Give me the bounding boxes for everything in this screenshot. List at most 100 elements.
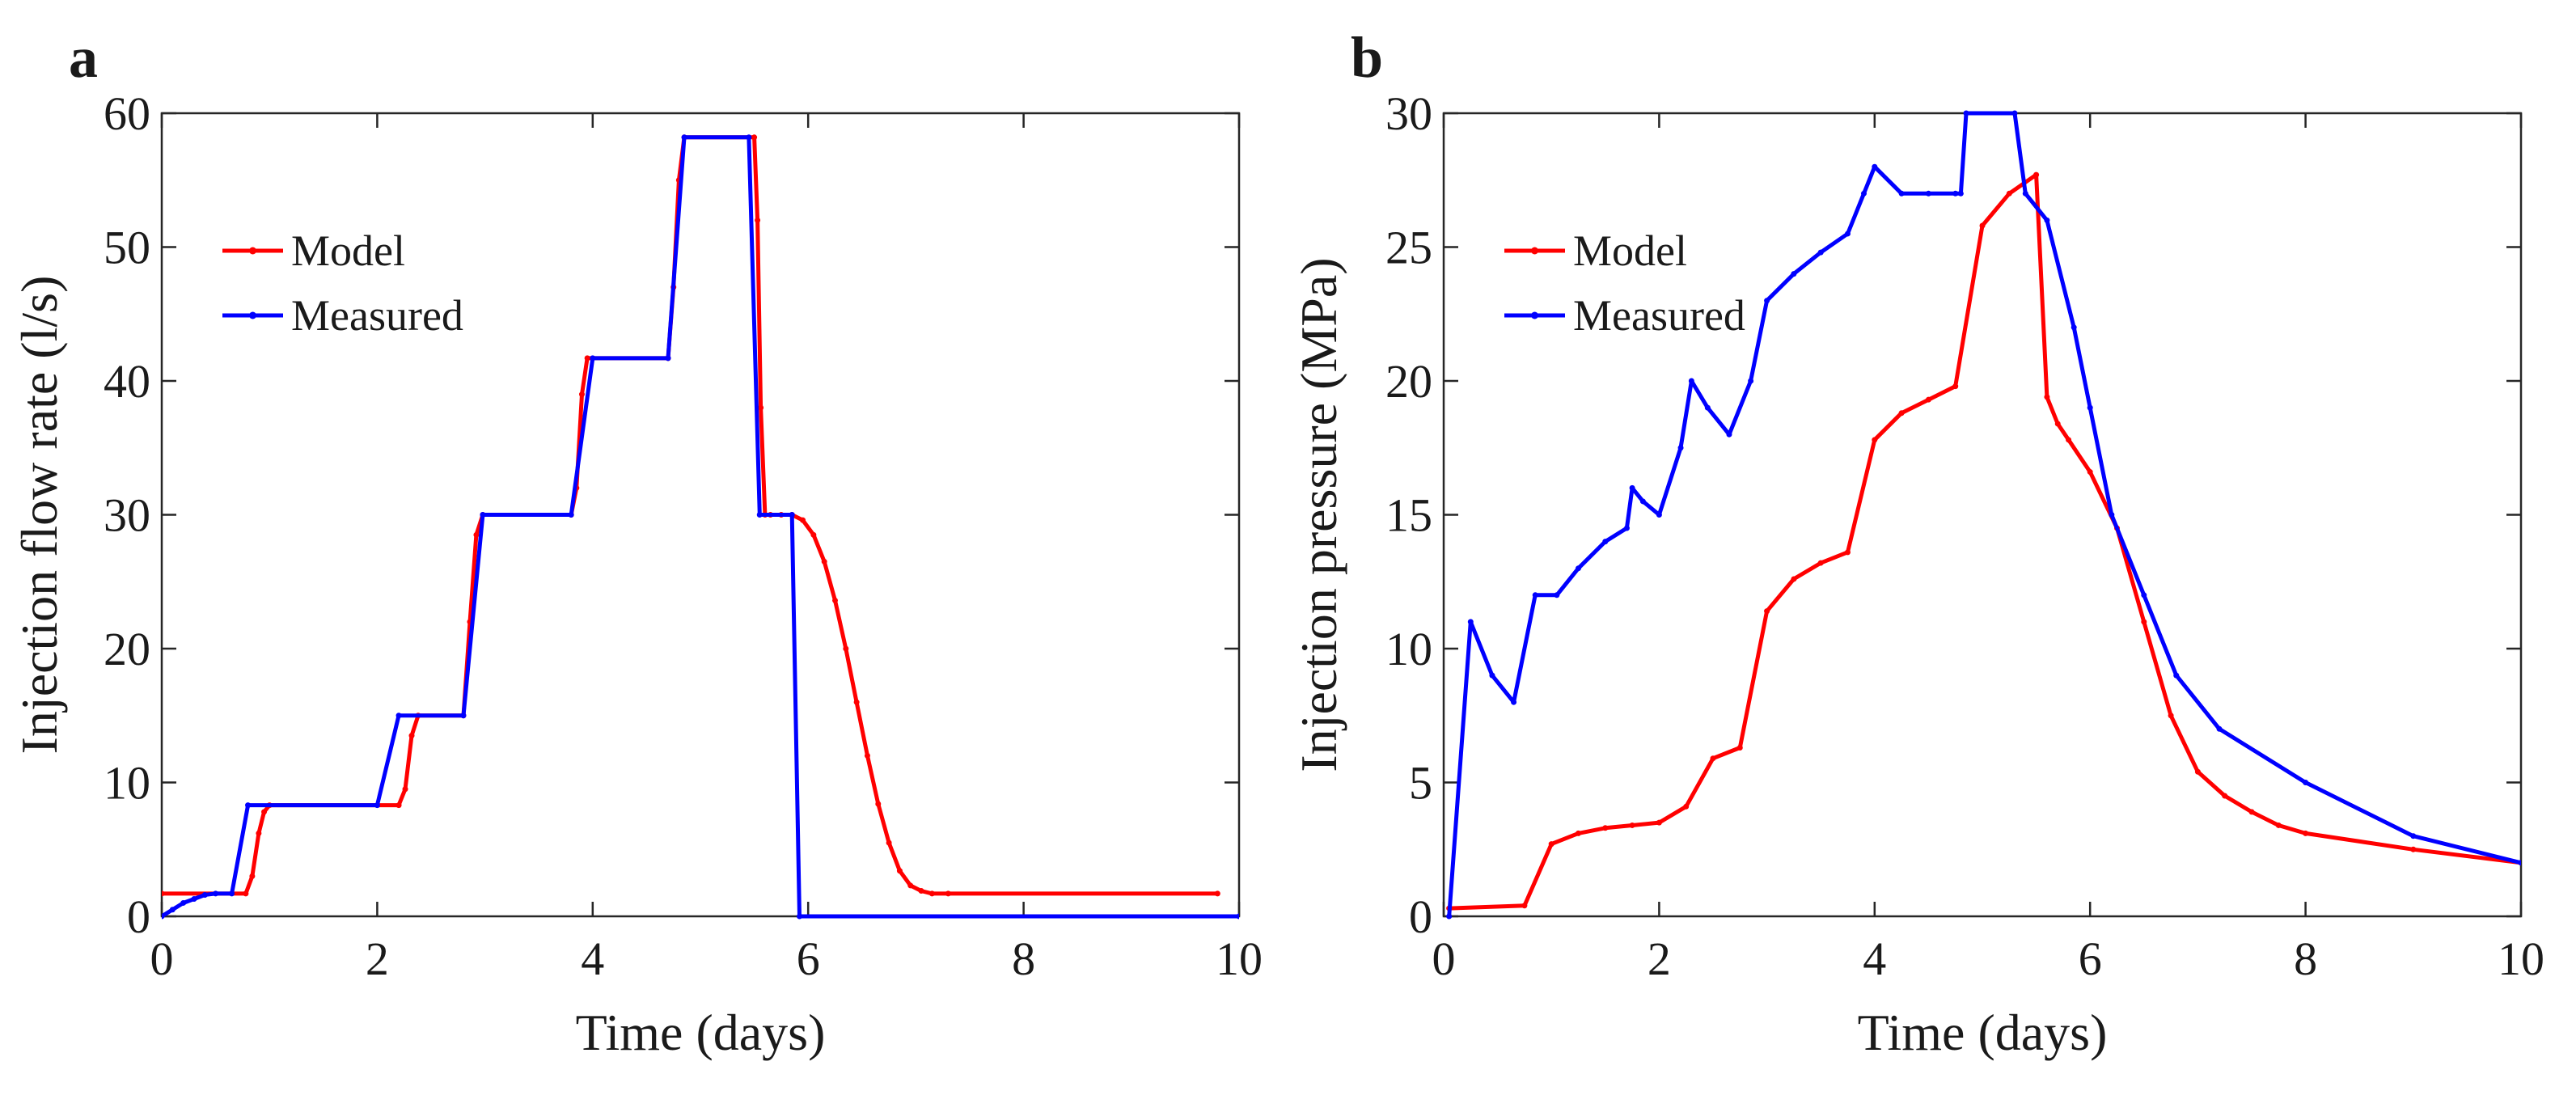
data-point-model [408,733,415,739]
data-point-model [2006,190,2012,197]
x-tick-label: 0 [1432,932,1456,985]
data-point-model [886,839,892,846]
data-point-measured [1532,592,1538,598]
data-point-model [1736,744,1743,751]
data-point-model [810,531,817,538]
data-point-model [832,597,838,603]
data-point-measured [1511,699,1517,705]
chart-panel-a: a 0 2 4 6 8 10 0 10 20 30 40 50 60 Time (days) Injectio… [11,25,1263,1061]
data-point-model [249,873,256,879]
data-point-measured [1677,445,1684,451]
data-point-model [853,699,860,705]
data-point-measured [2109,512,2115,518]
y-tick-label: 40 [104,355,150,408]
data-point-model [1656,819,1662,826]
data-point-model [473,531,480,538]
data-point-measured [180,899,187,906]
data-point-model [256,830,262,836]
data-point-measured [1576,565,1581,572]
data-point-measured [568,512,574,518]
data-point-measured [162,913,165,920]
data-point-measured [2303,780,2309,785]
data-point-measured [229,890,235,897]
data-point-measured [1963,110,1969,116]
data-point-measured [789,512,795,518]
legend-label-model: Model [1573,226,1687,275]
data-point-model [945,890,951,897]
data-point-measured [1629,484,1635,491]
data-point-model [1629,822,1635,828]
data-point-model [928,890,935,897]
data-point-measured [1467,619,1474,625]
data-point-measured [2022,190,2028,197]
legend-marker-model [1531,247,1538,255]
data-point-measured [2216,725,2223,732]
x-tick-label: 8 [1012,932,1035,985]
data-point-measured [590,355,596,362]
data-point-measured [1952,190,1959,197]
data-point-measured [2087,404,2093,411]
data-point-measured [1957,190,1964,197]
data-point-measured [395,713,402,719]
data-point-model [2044,394,2050,400]
data-point-measured [1726,431,1732,438]
data-point-measured [1236,913,1239,920]
data-point-model [1548,841,1554,848]
data-point-model [1683,803,1690,810]
data-point-measured [1489,672,1495,679]
data-point-measured [2011,110,2018,116]
data-point-model [1845,549,1851,556]
series-line-model [1447,172,2521,911]
data-point-model [751,134,758,141]
data-point-model [1872,437,1878,443]
legend-label-model: Model [291,226,405,275]
panel-label: a [69,25,98,90]
y-tick-label: 60 [104,87,150,140]
data-point-model [1898,410,1905,417]
data-point-measured [1872,163,1878,170]
data-point-model [2303,830,2309,836]
data-point-measured [1898,190,1905,197]
x-axis-title: Time (days) [576,1004,826,1061]
data-point-measured [1688,378,1694,384]
data-point-measured [1860,190,1867,197]
data-point-measured [1639,498,1646,505]
x-tick-label: 2 [1648,932,1671,985]
y-tick-label: 20 [1385,355,1432,408]
data-point-model [1521,903,1528,909]
data-point-measured [460,713,467,719]
data-point-model [578,391,585,398]
data-point-model [875,801,882,807]
y-tick-label: 5 [1409,757,1432,810]
data-point-model [821,558,827,565]
data-point-model [243,890,249,897]
data-point-measured [1554,592,1560,598]
data-point-model [800,517,806,523]
x-tick-label: 4 [1863,932,1886,985]
legend-marker-measured [1531,311,1538,319]
data-point-measured [191,895,197,902]
data-point-measured [1925,190,1931,197]
data-point-model [2141,619,2147,625]
data-point-measured [756,512,763,518]
data-point-model [395,802,402,809]
y-tick-label: 0 [1409,890,1432,943]
data-point-measured [480,512,486,518]
data-point-measured [2410,833,2417,839]
data-point-model [864,752,870,759]
data-point-measured [201,892,208,899]
y-tick-label: 0 [127,890,150,943]
data-point-measured [2071,324,2077,331]
y-tick-label: 15 [1385,489,1432,542]
y-tick-label: 30 [1385,87,1432,140]
data-point-measured [681,134,687,141]
data-point-model [1602,825,1609,831]
data-point-model [584,355,590,362]
data-point-measured [1845,230,1851,237]
x-tick-label: 0 [150,932,174,985]
data-point-model [1979,222,1986,229]
data-point-measured [1748,378,1754,384]
x-tick-label: 4 [581,932,604,985]
data-point-model [1791,576,1797,582]
